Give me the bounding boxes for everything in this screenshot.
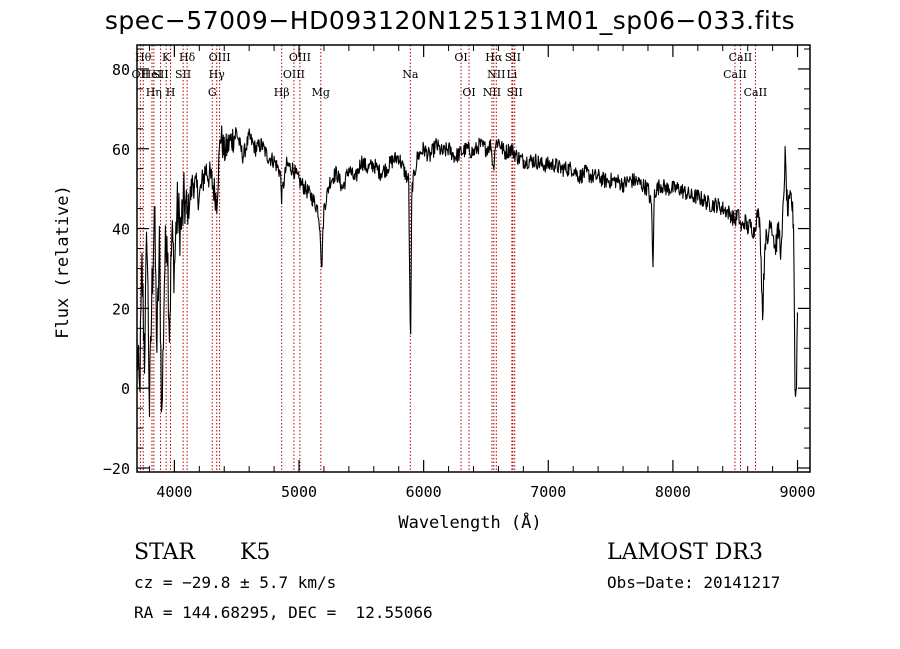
spectral-line-label: NII	[487, 68, 505, 81]
spectral-line-label: Hθ	[135, 51, 152, 64]
spectral-line-label: SII	[507, 86, 523, 99]
x-tick-label: 8000	[655, 483, 691, 501]
y-axis-label: Flux (relative)	[53, 185, 73, 339]
spectral-line-label: Hγ	[209, 68, 226, 81]
x-tick-label: 6000	[406, 483, 442, 501]
spectral-line-label: Na	[402, 68, 419, 81]
spectral-line-label: K	[162, 51, 171, 64]
spectral-line-label: H	[166, 86, 176, 99]
spectral-line-label: OIII	[283, 68, 305, 81]
spectral-line-label: CaII	[723, 68, 747, 81]
spectral-line-label: CaII	[729, 51, 753, 64]
spectral-line-label: OIII	[289, 51, 311, 64]
x-axis-label: Wavelength (Å)	[398, 511, 541, 533]
chart-title: spec−57009−HD093120N125131M01_sp06−033.f…	[104, 6, 796, 35]
spectral-line-label: OII	[132, 68, 150, 81]
object-subclass: K5	[240, 540, 271, 565]
y-tick-label: 40	[112, 221, 130, 239]
x-tick-label: 5000	[281, 483, 317, 501]
spectral-line-label: Hα	[485, 51, 503, 64]
spectral-line-label: Hη	[146, 86, 162, 99]
spectral-line-label: Mg	[312, 86, 330, 99]
spectral-line-label: SII	[152, 68, 168, 81]
spectral-line-label: NII	[483, 86, 501, 99]
spectral-line-label: Hβ	[274, 86, 290, 99]
object-class: STAR	[134, 540, 195, 565]
x-tick-label: 9000	[779, 483, 815, 501]
spectral-line-label: SII	[505, 51, 521, 64]
spectral-line-label: CaII	[744, 86, 768, 99]
spectrum-series-line	[136, 125, 799, 418]
spectral-line-label: G	[208, 86, 217, 99]
spectral-line-label: OI	[454, 51, 467, 64]
ra-dec-coordinates: RA = 144.68295, DEC = 12.55066	[134, 603, 433, 622]
y-tick-label: −20	[103, 460, 130, 478]
axis-ticks: 4000 5000 6000 7000 8000 9000 −20 0 20 40 60 80	[103, 45, 816, 501]
x-tick-label: 4000	[156, 483, 192, 501]
y-tick-label: 20	[112, 300, 130, 318]
spectral-line-label: SII	[175, 68, 191, 81]
y-tick-label: 0	[121, 380, 130, 398]
x-tick-label: 7000	[530, 483, 566, 501]
redshift-velocity: cz = −29.8 ± 5.7 km/s	[134, 573, 337, 592]
y-tick-label: 60	[112, 141, 130, 159]
spectral-line-label: OIII	[209, 51, 231, 64]
spectral-line-label: Hδ	[179, 51, 196, 64]
line-labels: OII Hθ HeI Hη SII K H SII Hδ G Hγ OIII Hβ OIII OIII Mg N…	[132, 51, 768, 99]
plot-frame	[136, 44, 811, 473]
y-tick-label: 80	[112, 61, 130, 79]
spectral-line-markers	[139, 45, 756, 472]
observation-date: Obs−Date: 20141217	[607, 573, 781, 592]
survey-name: LAMOST DR3	[607, 540, 763, 565]
spectral-line-label: Li	[506, 68, 517, 81]
spectral-line-label: HeI	[142, 68, 162, 81]
spectral-line-label: OI	[462, 86, 475, 99]
